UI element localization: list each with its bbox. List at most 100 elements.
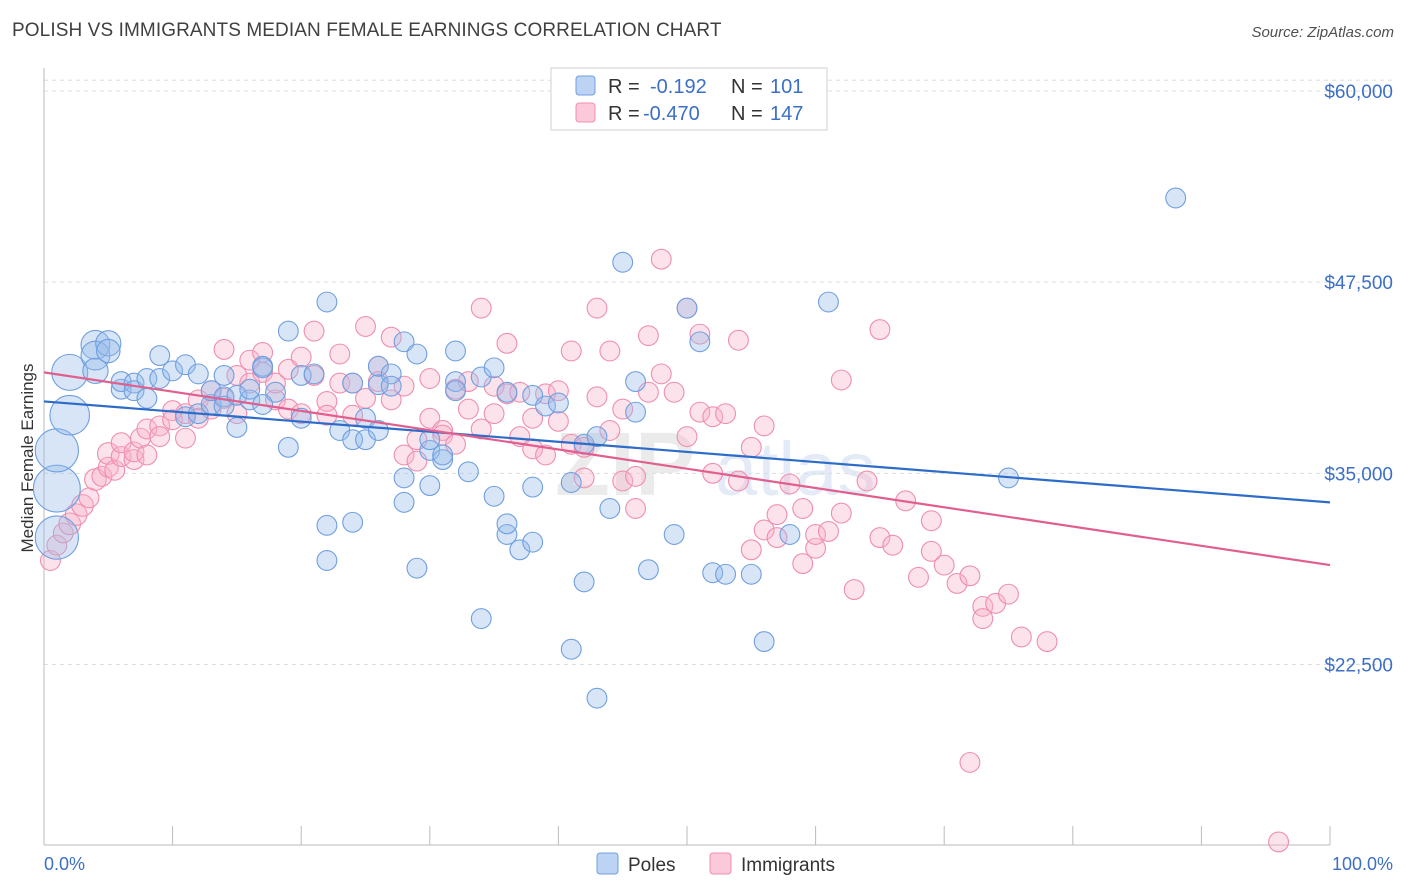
immigrants-trend-line xyxy=(43,371,1331,567)
poles-point-103 xyxy=(1165,187,1187,209)
immigrants-point-99 xyxy=(663,381,685,403)
poles-point-17 xyxy=(149,368,171,389)
poles-point-42 xyxy=(316,550,338,571)
immigrants-point-126 xyxy=(869,319,891,340)
immigrants-point-22 xyxy=(162,409,184,431)
poles-point-1 xyxy=(32,464,81,513)
poles-point-15 xyxy=(136,387,158,409)
immigrants-point-75 xyxy=(509,426,531,448)
poles-point-28 xyxy=(226,416,248,438)
immigrants-point-142 xyxy=(1268,831,1290,853)
immigrants-point-61 xyxy=(419,368,441,389)
poles-point-85 xyxy=(573,571,595,593)
immigrants-point-138 xyxy=(998,583,1019,605)
poles-point-90 xyxy=(625,371,647,393)
poles-point-75 xyxy=(496,381,518,403)
immigrants-point-38 xyxy=(265,372,286,394)
legend-box-frame xyxy=(550,67,828,131)
immigrants-point-104 xyxy=(702,406,724,428)
immigrants-point-121 xyxy=(830,502,852,524)
poles-point-89 xyxy=(612,251,634,273)
immigrants-point-95 xyxy=(637,325,659,347)
immigrants-point-125 xyxy=(869,527,891,549)
immigrants-point-72 xyxy=(483,403,505,425)
poles-point-74 xyxy=(496,513,518,535)
immigrants-point-80 xyxy=(535,444,556,466)
poles-point-82 xyxy=(560,472,582,493)
immigrants-point-17 xyxy=(136,418,158,440)
poles-point-57 xyxy=(393,331,415,353)
immigrants-point-39 xyxy=(277,358,299,380)
legend-n-value-immigrants: 147 xyxy=(770,103,803,125)
poles-point-53 xyxy=(380,363,402,385)
poles-point-2 xyxy=(34,428,80,473)
immigrants-point-1 xyxy=(46,534,68,556)
bottom-legend-swatch-poles xyxy=(596,852,619,875)
poles-point-100 xyxy=(779,524,801,545)
poles-point-83 xyxy=(560,638,582,660)
immigrants-point-48 xyxy=(329,343,351,365)
immigrants-point-133 xyxy=(946,573,968,594)
immigrants-point-122 xyxy=(830,369,852,391)
poles-point-92 xyxy=(637,559,659,581)
poles-point-65 xyxy=(445,340,466,362)
bottom-legend-swatch-immigrants xyxy=(709,852,732,875)
poles-point-87 xyxy=(586,426,608,448)
poles-point-77 xyxy=(522,531,544,553)
immigrants-point-100 xyxy=(676,426,698,448)
legend-swatch-immigrants xyxy=(575,102,596,123)
poles-point-59 xyxy=(406,343,428,365)
poles-point-91 xyxy=(625,401,647,423)
immigrants-point-69 xyxy=(470,297,492,319)
legend-n-label-poles: N = xyxy=(731,76,763,98)
immigrants-point-113 xyxy=(766,527,788,549)
immigrants-point-47 xyxy=(329,372,351,394)
poles-point-101 xyxy=(818,291,839,313)
immigrants-point-20 xyxy=(149,426,171,448)
watermark-atlas: atlas xyxy=(715,427,876,512)
poles-points xyxy=(32,187,1187,709)
y-tick-label-0: $22,500 xyxy=(1324,656,1393,677)
immigrants-point-107 xyxy=(727,470,749,492)
immigrants-point-10 xyxy=(96,442,120,465)
immigrants-point-81 xyxy=(547,410,569,432)
immigrants-point-14 xyxy=(123,449,145,471)
immigrants-point-94 xyxy=(625,465,647,487)
immigrants-point-43 xyxy=(303,320,325,342)
poles-point-58 xyxy=(406,557,428,579)
y-tick-label-1: $35,000 xyxy=(1324,464,1393,485)
immigrants-point-34 xyxy=(239,349,261,371)
immigrants-point-110 xyxy=(740,436,762,458)
bottom-legend: Poles Immigrants xyxy=(596,852,835,876)
poles-point-18 xyxy=(162,360,184,382)
poles-point-76 xyxy=(509,539,531,561)
immigrants-point-103 xyxy=(689,323,711,345)
legend-r-label-poles: R = xyxy=(608,76,640,98)
poles-point-62 xyxy=(419,475,441,497)
poles-point-46 xyxy=(342,511,364,533)
immigrants-point-58 xyxy=(393,444,415,466)
watermark: ZIP atlas xyxy=(555,415,876,515)
chart-source: Source: ZipAtlas.com xyxy=(1251,24,1394,41)
poles-point-71 xyxy=(483,485,505,507)
y-axis-label: Median Female Earnings xyxy=(18,364,37,553)
poles-point-39 xyxy=(290,407,312,429)
x-tick-label-max: 100.0% xyxy=(1332,854,1393,874)
immigrants-point-83 xyxy=(560,340,582,362)
immigrants-point-6 xyxy=(78,487,100,509)
y-tick-label-3: $60,000 xyxy=(1324,82,1393,103)
poles-point-93 xyxy=(663,524,685,545)
poles-point-63 xyxy=(432,449,454,471)
poles-point-12 xyxy=(123,372,145,394)
immigrants-point-116 xyxy=(792,553,814,575)
legend-r-value-poles: -0.192 xyxy=(650,76,707,98)
immigrants-point-130 xyxy=(920,540,942,562)
immigrants-point-124 xyxy=(856,470,878,492)
immigrants-point-29 xyxy=(213,338,235,360)
legend-r-label-immigrants: R = xyxy=(608,103,640,125)
poles-point-52 xyxy=(367,355,389,377)
poles-point-4 xyxy=(51,353,89,391)
poles-point-56 xyxy=(393,491,415,513)
immigrants-point-73 xyxy=(496,332,518,354)
poles-point-67 xyxy=(445,380,466,402)
